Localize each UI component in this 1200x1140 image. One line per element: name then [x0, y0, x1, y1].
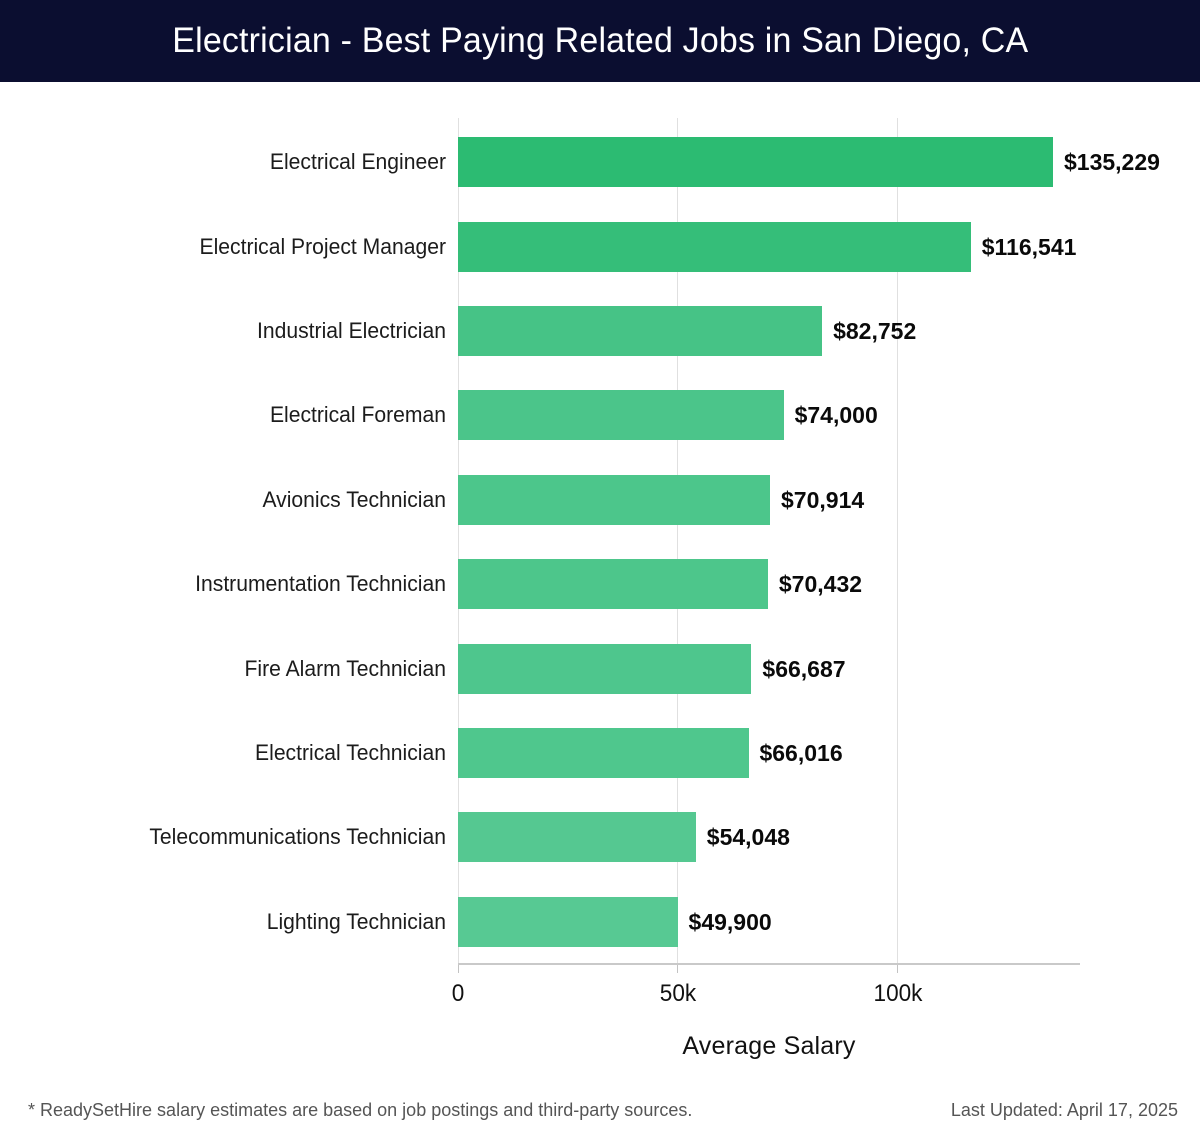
x-tick-label: 0 [451, 980, 465, 1007]
x-tick-label: 50k [659, 980, 697, 1007]
bar [458, 644, 752, 694]
category-label: Industrial Electrician [257, 318, 446, 343]
value-label: $74,000 [794, 402, 878, 428]
value-label: $70,432 [778, 571, 863, 597]
bar [458, 559, 768, 609]
bar [458, 728, 749, 778]
source-note: * ReadySetHire salary estimates are base… [28, 1100, 693, 1120]
value-label: $54,048 [706, 824, 790, 850]
category-label: Instrumentation Technician [195, 571, 446, 596]
page-title: Electrician - Best Paying Related Jobs i… [171, 21, 1029, 60]
category-label: Lighting Technician [266, 909, 446, 934]
value-label: $49,900 [688, 909, 772, 935]
x-gridline [677, 118, 679, 964]
x-tick-label: 100k [873, 980, 923, 1007]
last-updated: Last Updated: April 17, 2025 [950, 1100, 1178, 1120]
category-label: Avionics Technician [262, 487, 446, 512]
bar [458, 475, 770, 525]
category-label: Fire Alarm Technician [244, 656, 446, 681]
header: Electrician - Best Paying Related Jobs i… [0, 0, 1200, 82]
x-tick [897, 964, 899, 973]
bar [458, 222, 971, 272]
category-label: Telecommunications Technician [149, 824, 446, 849]
value-label: $70,914 [781, 487, 865, 513]
x-axis-line [458, 963, 1080, 965]
bar [458, 390, 784, 440]
value-label: $82,752 [833, 318, 917, 344]
value-label: $66,687 [762, 656, 846, 682]
category-label: Electrical Technician [255, 740, 446, 765]
value-label: $135,229 [1064, 149, 1160, 175]
value-label: $66,016 [759, 740, 843, 766]
value-label: $116,541 [981, 234, 1077, 260]
bar [458, 137, 1053, 187]
bar-chart-plot-area: 0 50k 100k Electrical Engineer $135,229 Elect… [0, 82, 1200, 1060]
bar [458, 812, 696, 862]
x-axis-title: Average Salary [682, 1032, 856, 1060]
category-label: Electrical Engineer [269, 149, 446, 174]
x-tick [457, 964, 459, 973]
category-label: Electrical Project Manager [199, 234, 446, 259]
bar [458, 897, 678, 947]
x-gridline [457, 118, 459, 964]
x-gridline [897, 118, 899, 964]
category-label: Electrical Foreman [269, 402, 446, 427]
bar [458, 306, 823, 356]
x-tick [677, 964, 679, 973]
